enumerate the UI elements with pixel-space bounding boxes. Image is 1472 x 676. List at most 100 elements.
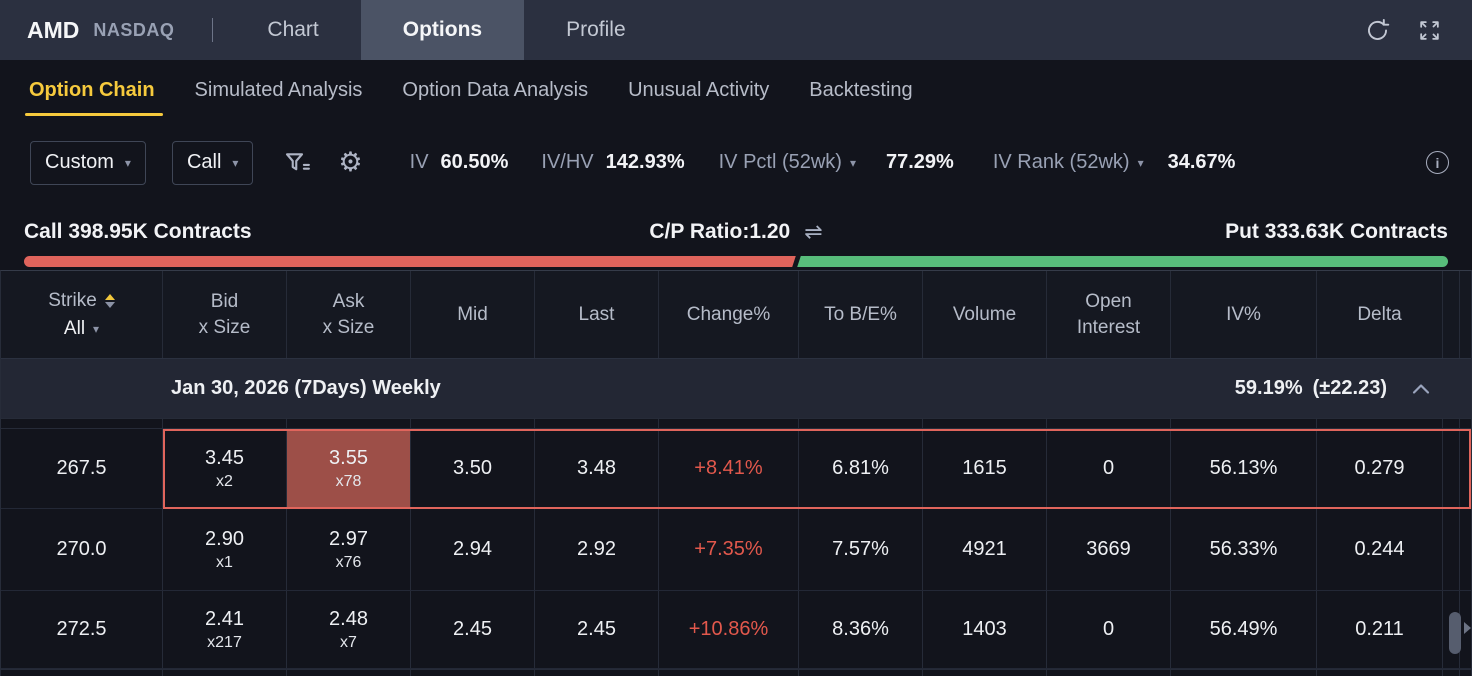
option-chain-table: Strike All ▾ Bid x Size Ask x Size bbox=[0, 270, 1472, 676]
subnav-option-chain[interactable]: Option Chain bbox=[25, 60, 163, 120]
gear-icon[interactable]: ⚙ bbox=[338, 147, 363, 177]
cell-delta[interactable]: 0.211 bbox=[1317, 591, 1443, 668]
vertical-scrollbar-thumb[interactable] bbox=[1449, 612, 1461, 654]
iv-rank-value: 34.67% bbox=[1167, 151, 1236, 173]
col-header-volume[interactable]: Volume bbox=[923, 271, 1047, 358]
tab-options[interactable]: Options bbox=[360, 0, 525, 60]
cell-strike[interactable]: 272.5 bbox=[1, 591, 163, 668]
col-header-ask[interactable]: Ask x Size bbox=[287, 271, 411, 358]
cell-open-interest[interactable]: 3669 bbox=[1047, 509, 1171, 590]
top-tabs: Chart Options Profile bbox=[225, 0, 667, 60]
table-row[interactable]: 267.5 3.45 x2 3.55 x78 3.50 3.48 +8.41% … bbox=[1, 429, 1471, 509]
cell-bid[interactable]: 2.41 x217 bbox=[163, 591, 287, 668]
filter-icon[interactable] bbox=[282, 148, 312, 178]
cell-open-interest[interactable]: 0 bbox=[1047, 591, 1171, 668]
cell-tobe[interactable]: 6.81% bbox=[799, 429, 923, 508]
cell-last[interactable]: 2.92 bbox=[535, 509, 659, 590]
table-row[interactable]: 272.5 2.41 x217 2.48 x7 2.45 2.45 +10.86… bbox=[1, 591, 1471, 669]
strike-filter-dropdown[interactable]: All ▾ bbox=[64, 316, 99, 342]
info-icon[interactable]: i bbox=[1426, 151, 1449, 174]
expiry-expected-move: (±22.23) bbox=[1312, 377, 1387, 399]
cell-ask[interactable]: 2.97 x76 bbox=[287, 509, 411, 590]
col-header-bid[interactable]: Bid x Size bbox=[163, 271, 287, 358]
sort-icon[interactable] bbox=[104, 293, 115, 308]
col-header-delta[interactable]: Delta bbox=[1317, 271, 1443, 358]
subnav-backtesting[interactable]: Backtesting bbox=[809, 78, 913, 101]
chevron-up-icon[interactable] bbox=[1411, 383, 1431, 395]
chevron-down-icon: ▾ bbox=[849, 155, 856, 170]
iv-pctl-value: 77.29% bbox=[886, 151, 954, 173]
refresh-icon[interactable] bbox=[1364, 17, 1391, 44]
chevron-down-icon: ▾ bbox=[1137, 155, 1144, 170]
swap-icon[interactable]: ⇌ bbox=[804, 219, 823, 244]
cell-strike[interactable]: 267.5 bbox=[1, 429, 163, 508]
cell-tobe[interactable]: 7.57% bbox=[799, 509, 923, 590]
call-put-ratio-section: Call 398.95K Contracts C/P Ratio:1.20 ⇌ … bbox=[0, 205, 1472, 270]
cell-change[interactable]: +7.35% bbox=[659, 509, 799, 590]
col-header-last[interactable]: Last bbox=[535, 271, 659, 358]
cell-bid[interactable]: 3.45 x2 bbox=[163, 429, 287, 508]
cell-spacer bbox=[1443, 429, 1460, 508]
subnav-unusual-activity[interactable]: Unusual Activity bbox=[628, 78, 770, 101]
col-header-spacer bbox=[1443, 271, 1460, 358]
ivhv-stat: IV/HV 142.93% bbox=[541, 151, 684, 174]
cell-delta[interactable]: 0.279 bbox=[1317, 429, 1443, 508]
subnav-simulated-analysis[interactable]: Simulated Analysis bbox=[194, 78, 363, 101]
subnav-option-data-analysis[interactable]: Option Data Analysis bbox=[402, 78, 589, 101]
cell-change[interactable]: +8.41% bbox=[659, 429, 799, 508]
cell-ask-highlighted[interactable]: 3.55 x78 bbox=[287, 429, 411, 508]
expiry-group-row[interactable]: Jan 30, 2026 (7Days) Weekly 59.19% (±22.… bbox=[1, 359, 1471, 419]
cell-mid[interactable]: 2.94 bbox=[411, 509, 535, 590]
cell-strike[interactable]: 270.0 bbox=[1, 509, 163, 590]
cell-tobe[interactable]: 8.36% bbox=[799, 591, 923, 668]
ivhv-label: IV/HV bbox=[541, 151, 594, 173]
top-bar: AMD NASDAQ Chart Options Profile bbox=[0, 0, 1472, 60]
call-bar-segment bbox=[24, 256, 796, 267]
cell-delta[interactable]: 0.244 bbox=[1317, 509, 1443, 590]
table-row[interactable]: 270.0 2.90 x1 2.97 x76 2.94 2.92 +7.35% … bbox=[1, 509, 1471, 591]
preset-dropdown-value: Custom bbox=[45, 151, 114, 173]
col-header-open-interest[interactable]: Open Interest bbox=[1047, 271, 1171, 358]
table-header-row: Strike All ▾ Bid x Size Ask x Size bbox=[1, 271, 1471, 359]
fullscreen-icon[interactable] bbox=[1417, 18, 1442, 43]
chevron-down-icon: ▾ bbox=[93, 321, 100, 336]
put-contracts-label: Put 333.63K Contracts bbox=[1225, 220, 1448, 243]
put-bar-segment bbox=[795, 256, 1448, 267]
clipped-row-bottom bbox=[1, 669, 1471, 676]
cell-iv[interactable]: 56.13% bbox=[1171, 429, 1317, 508]
col-header-strike[interactable]: Strike All ▾ bbox=[1, 271, 163, 358]
iv-rank-dropdown[interactable]: IV Rank (52wk) ▾ bbox=[992, 151, 1144, 173]
iv-stat: IV 60.50% bbox=[410, 151, 509, 174]
cell-mid[interactable]: 2.45 bbox=[411, 591, 535, 668]
iv-pctl-stat: IV Pctl (52wk) ▾ 77.29% bbox=[719, 151, 954, 174]
cell-volume[interactable]: 4921 bbox=[923, 509, 1047, 590]
cell-iv[interactable]: 56.49% bbox=[1171, 591, 1317, 668]
iv-rank-stat: IV Rank (52wk) ▾ 34.67% bbox=[993, 151, 1236, 174]
cell-iv[interactable]: 56.33% bbox=[1171, 509, 1317, 590]
cell-volume[interactable]: 1403 bbox=[923, 591, 1047, 668]
cell-ask[interactable]: 2.48 x7 bbox=[287, 591, 411, 668]
tab-chart[interactable]: Chart bbox=[267, 18, 319, 41]
cell-bid[interactable]: 2.90 x1 bbox=[163, 509, 287, 590]
cell-last[interactable]: 3.48 bbox=[535, 429, 659, 508]
col-header-iv[interactable]: IV% bbox=[1171, 271, 1317, 358]
ticker-brand: AMD NASDAQ bbox=[0, 0, 174, 60]
ticker-exchange: NASDAQ bbox=[93, 19, 175, 40]
col-header-tobe[interactable]: To B/E% bbox=[799, 271, 923, 358]
cell-open-interest[interactable]: 0 bbox=[1047, 429, 1171, 508]
panel-expand-arrow-icon[interactable] bbox=[1464, 622, 1471, 634]
iv-pctl-dropdown[interactable]: IV Pctl (52wk) ▾ bbox=[718, 151, 856, 173]
cell-mid[interactable]: 3.50 bbox=[411, 429, 535, 508]
filters-toolbar: Custom ▾ Call ▾ ⚙ IV 60.50% IV/HV 142.93… bbox=[0, 120, 1472, 205]
side-dropdown[interactable]: Call ▾ bbox=[171, 140, 254, 185]
cell-volume[interactable]: 1615 bbox=[923, 429, 1047, 508]
col-header-mid[interactable]: Mid bbox=[411, 271, 535, 358]
cell-change[interactable]: +10.86% bbox=[659, 591, 799, 668]
cell-last[interactable]: 2.45 bbox=[535, 591, 659, 668]
col-header-change[interactable]: Change% bbox=[659, 271, 799, 358]
preset-dropdown[interactable]: Custom ▾ bbox=[30, 140, 146, 185]
ivhv-value: 142.93% bbox=[605, 151, 685, 173]
cp-ratio-label: C/P Ratio:1.20 bbox=[649, 220, 791, 243]
tab-profile[interactable]: Profile bbox=[566, 18, 626, 41]
